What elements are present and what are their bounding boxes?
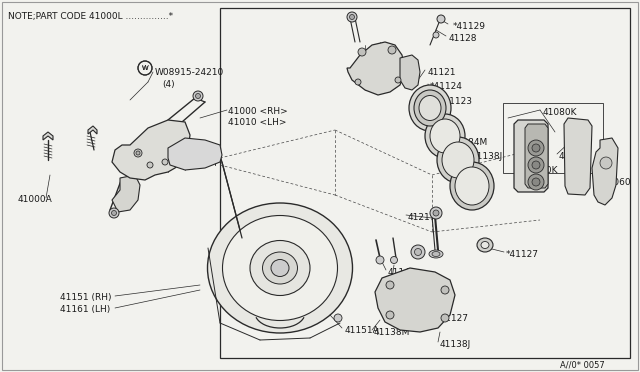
- Text: *41123: *41123: [440, 97, 473, 106]
- Text: *41127: *41127: [436, 314, 469, 323]
- Circle shape: [528, 157, 544, 173]
- Text: *41127: *41127: [506, 250, 539, 259]
- Circle shape: [349, 15, 355, 19]
- Circle shape: [136, 151, 140, 155]
- Ellipse shape: [271, 260, 289, 276]
- Ellipse shape: [419, 96, 441, 121]
- Text: *41124: *41124: [430, 82, 463, 91]
- Bar: [220, 8, 630, 358]
- Text: A//0* 0057: A//0* 0057: [560, 360, 605, 369]
- Polygon shape: [43, 132, 53, 140]
- Text: 41138J: 41138J: [472, 152, 503, 161]
- Circle shape: [193, 91, 203, 101]
- Bar: [503, 103, 603, 173]
- Ellipse shape: [250, 241, 310, 295]
- Polygon shape: [347, 42, 405, 95]
- Text: 41085: 41085: [559, 152, 588, 161]
- Circle shape: [386, 281, 394, 289]
- Circle shape: [376, 256, 384, 264]
- Text: 41060: 41060: [603, 178, 632, 187]
- Text: 41151A: 41151A: [345, 326, 380, 335]
- Circle shape: [600, 157, 612, 169]
- Text: 41140: 41140: [388, 268, 417, 277]
- Circle shape: [162, 159, 168, 165]
- Ellipse shape: [455, 167, 489, 205]
- Text: W: W: [142, 65, 148, 71]
- Circle shape: [411, 245, 425, 259]
- Circle shape: [355, 79, 361, 85]
- Polygon shape: [514, 120, 548, 192]
- Polygon shape: [592, 138, 618, 205]
- Circle shape: [386, 311, 394, 319]
- Polygon shape: [112, 175, 140, 212]
- Text: 41138M: 41138M: [374, 328, 410, 337]
- Text: 41138H: 41138H: [375, 58, 410, 67]
- Text: 41080K: 41080K: [543, 108, 577, 117]
- Ellipse shape: [437, 137, 479, 183]
- Polygon shape: [168, 138, 222, 170]
- Circle shape: [195, 93, 200, 99]
- Circle shape: [147, 162, 153, 168]
- Circle shape: [528, 174, 544, 190]
- Polygon shape: [112, 120, 190, 180]
- Polygon shape: [400, 55, 420, 90]
- Circle shape: [433, 210, 439, 216]
- Text: 41121: 41121: [428, 68, 456, 77]
- Circle shape: [441, 314, 449, 322]
- Text: 41000 <RH>: 41000 <RH>: [228, 107, 288, 116]
- Text: 41138G: 41138G: [392, 292, 428, 301]
- Text: 41161 (LH): 41161 (LH): [60, 305, 110, 314]
- Circle shape: [433, 32, 439, 38]
- Ellipse shape: [429, 250, 443, 258]
- Text: W: W: [141, 65, 148, 71]
- Ellipse shape: [432, 251, 440, 257]
- Circle shape: [347, 12, 357, 22]
- Ellipse shape: [450, 162, 494, 210]
- Circle shape: [441, 286, 449, 294]
- Polygon shape: [564, 118, 592, 195]
- Text: 41128: 41128: [449, 34, 477, 43]
- Text: *41129: *41129: [453, 22, 486, 31]
- Text: 41151 (RH): 41151 (RH): [60, 293, 111, 302]
- Circle shape: [109, 208, 119, 218]
- Ellipse shape: [262, 252, 298, 284]
- Ellipse shape: [207, 203, 353, 333]
- Text: 41010 <LH>: 41010 <LH>: [228, 118, 287, 127]
- Polygon shape: [525, 124, 548, 188]
- Text: 41084M: 41084M: [452, 138, 488, 147]
- Text: W08915-24210: W08915-24210: [155, 68, 224, 77]
- Circle shape: [532, 144, 540, 152]
- Circle shape: [390, 257, 397, 263]
- Circle shape: [388, 46, 396, 54]
- Text: 41000A: 41000A: [18, 195, 52, 204]
- Text: *41138: *41138: [388, 280, 421, 289]
- Circle shape: [395, 77, 401, 83]
- Circle shape: [528, 140, 544, 156]
- Text: 41217: 41217: [408, 213, 436, 222]
- Ellipse shape: [442, 142, 474, 178]
- Ellipse shape: [223, 215, 337, 321]
- Circle shape: [111, 211, 116, 215]
- Circle shape: [532, 178, 540, 186]
- Polygon shape: [88, 126, 97, 134]
- Circle shape: [334, 314, 342, 322]
- Circle shape: [437, 15, 445, 23]
- Circle shape: [134, 149, 142, 157]
- Circle shape: [358, 48, 366, 56]
- Ellipse shape: [430, 119, 460, 153]
- Circle shape: [532, 161, 540, 169]
- Ellipse shape: [409, 85, 451, 131]
- Circle shape: [415, 248, 422, 256]
- Ellipse shape: [477, 238, 493, 252]
- Text: 41000K: 41000K: [524, 166, 559, 175]
- Text: 41138J: 41138J: [440, 340, 471, 349]
- Ellipse shape: [425, 114, 465, 158]
- Text: (4): (4): [162, 80, 175, 89]
- Text: NOTE;PART CODE 41000L ...............*: NOTE;PART CODE 41000L ...............*: [8, 12, 173, 21]
- Polygon shape: [375, 268, 455, 332]
- Circle shape: [430, 207, 442, 219]
- Ellipse shape: [481, 241, 489, 248]
- Ellipse shape: [414, 90, 446, 126]
